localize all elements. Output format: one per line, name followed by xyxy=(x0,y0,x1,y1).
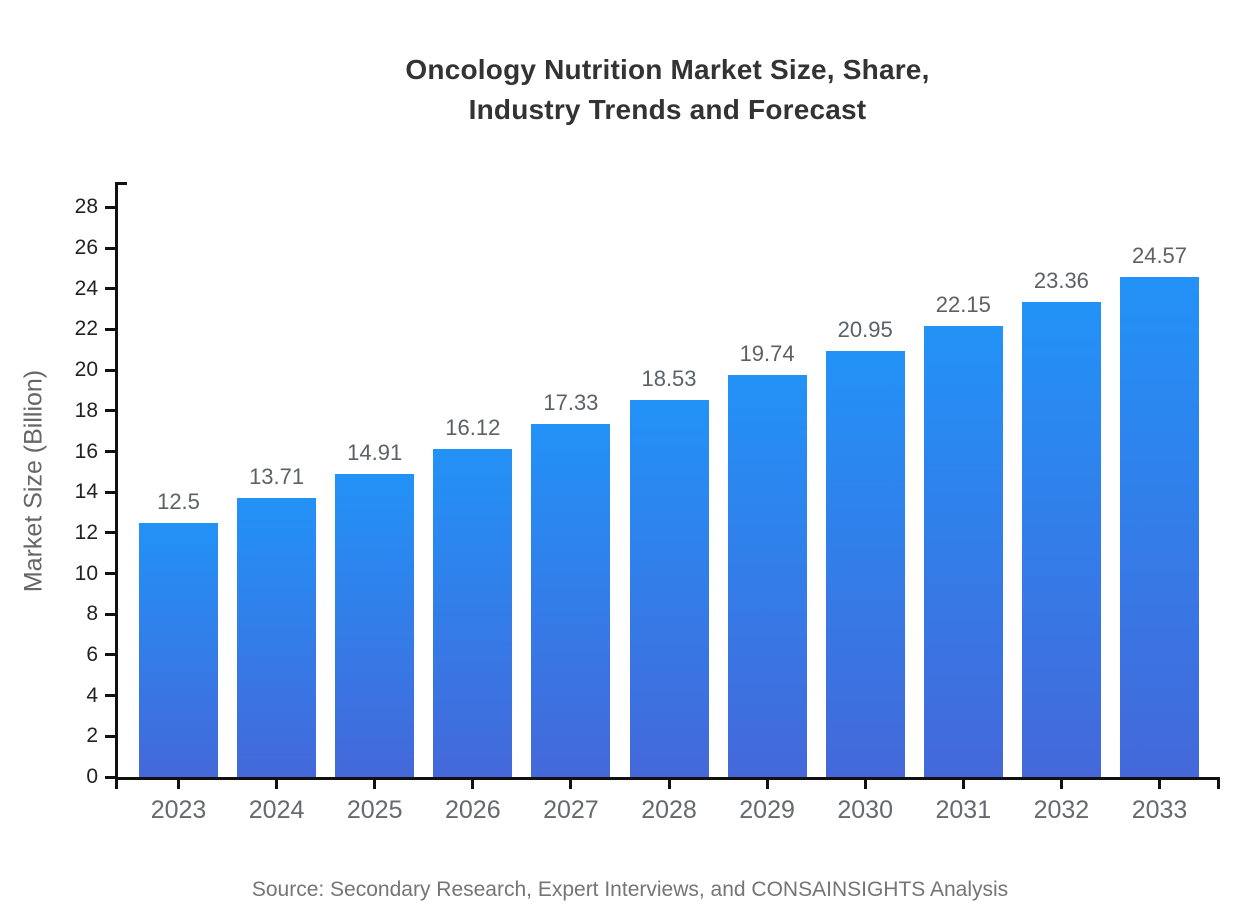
bar-value-label: 12.5 xyxy=(157,488,200,514)
y-tick-label: 14 xyxy=(74,480,98,504)
x-axis-end-cap xyxy=(1217,777,1220,789)
x-tick xyxy=(275,780,279,789)
bar-value-label: 14.91 xyxy=(347,439,403,465)
bar-2031 xyxy=(923,326,1003,777)
bar-2029 xyxy=(727,375,807,777)
y-tick-label: 20 xyxy=(74,358,98,382)
x-tick xyxy=(373,780,377,789)
x-tick-label: 2029 xyxy=(739,796,795,824)
source-note: Source: Secondary Research, Expert Inter… xyxy=(251,878,1009,901)
y-tick-label: 4 xyxy=(86,683,98,707)
bar-2033 xyxy=(1120,277,1199,777)
y-tick-label: 0 xyxy=(86,765,98,788)
bar-value-label: 22.15 xyxy=(935,292,991,318)
x-tick-label: 2028 xyxy=(641,796,697,824)
y-tick-label: 18 xyxy=(74,398,98,422)
y-tick xyxy=(105,205,115,209)
bar-2030 xyxy=(825,350,905,777)
bar-value-label: 24.57 xyxy=(1131,243,1188,269)
y-tick xyxy=(105,612,115,616)
bar-value-label: 13.71 xyxy=(249,464,305,490)
bar-value-label: 19.74 xyxy=(739,341,795,367)
x-tick xyxy=(765,780,769,789)
y-axis-bottom-cap xyxy=(115,777,118,789)
x-tick-label: 2027 xyxy=(543,796,599,824)
bar-value-label: 16.12 xyxy=(445,415,501,441)
bar-value-label: 17.33 xyxy=(543,390,599,416)
y-tick xyxy=(105,531,115,535)
y-tick xyxy=(105,246,115,250)
y-tick-label: 16 xyxy=(74,439,98,463)
bar-2026 xyxy=(433,449,513,777)
y-tick xyxy=(105,490,115,494)
bar-2028 xyxy=(629,400,709,777)
x-tick-label: 2033 xyxy=(1131,796,1188,824)
bar-value-label: 18.53 xyxy=(641,366,697,392)
y-tick-label: 24 xyxy=(74,276,98,300)
bar-value-label: 23.36 xyxy=(1033,267,1089,293)
bar-2025 xyxy=(335,473,415,777)
x-tick-label: 2031 xyxy=(935,796,992,824)
x-tick xyxy=(471,780,475,789)
x-tick xyxy=(863,780,867,789)
x-tick xyxy=(569,780,573,789)
bar-2027 xyxy=(531,424,611,777)
x-tick-label: 2030 xyxy=(837,796,893,824)
plot-area: 0 2 4 6 8 10 12 14 16 18 20 22 24 26 28 12.5 2023 13.71 20… xyxy=(75,182,1220,824)
y-axis-label: Market Size (Billion) xyxy=(19,369,48,593)
chart-title: Oncology Nutrition Market Size, Share, I… xyxy=(405,54,930,125)
y-tick-label: 10 xyxy=(74,561,98,585)
y-tick xyxy=(105,409,115,413)
y-tick-label: 28 xyxy=(74,195,98,219)
y-tick xyxy=(105,694,115,698)
y-tick-label: 12 xyxy=(74,520,98,544)
y-tick-label: 6 xyxy=(86,642,98,666)
x-tick xyxy=(667,780,671,789)
x-tick-label: 2024 xyxy=(248,796,305,824)
bar-2032 xyxy=(1021,301,1101,777)
x-tick xyxy=(961,780,965,789)
x-tick xyxy=(1158,780,1161,789)
x-tick-label: 2023 xyxy=(150,796,207,824)
y-tick-label: 22 xyxy=(74,317,98,341)
x-tick-label: 2025 xyxy=(346,796,403,824)
x-tick xyxy=(1059,780,1063,789)
y-tick xyxy=(105,775,115,779)
y-axis-top-cap xyxy=(118,182,127,185)
y-tick xyxy=(105,368,115,372)
y-tick-label: 26 xyxy=(74,236,98,260)
y-tick xyxy=(105,572,115,576)
x-tick-label: 2032 xyxy=(1033,796,1090,824)
y-tick-label: 8 xyxy=(86,602,98,626)
x-tick-label: 2026 xyxy=(444,796,501,824)
bar-2023 xyxy=(139,522,218,777)
x-tick xyxy=(177,780,180,789)
y-tick xyxy=(105,327,115,331)
y-tick xyxy=(105,450,115,454)
y-tick-label: 2 xyxy=(86,724,98,748)
bar-value-label: 20.95 xyxy=(837,316,893,342)
y-tick xyxy=(105,287,115,291)
y-tick xyxy=(105,653,115,657)
bar-2024 xyxy=(237,498,317,777)
y-tick xyxy=(105,734,115,738)
